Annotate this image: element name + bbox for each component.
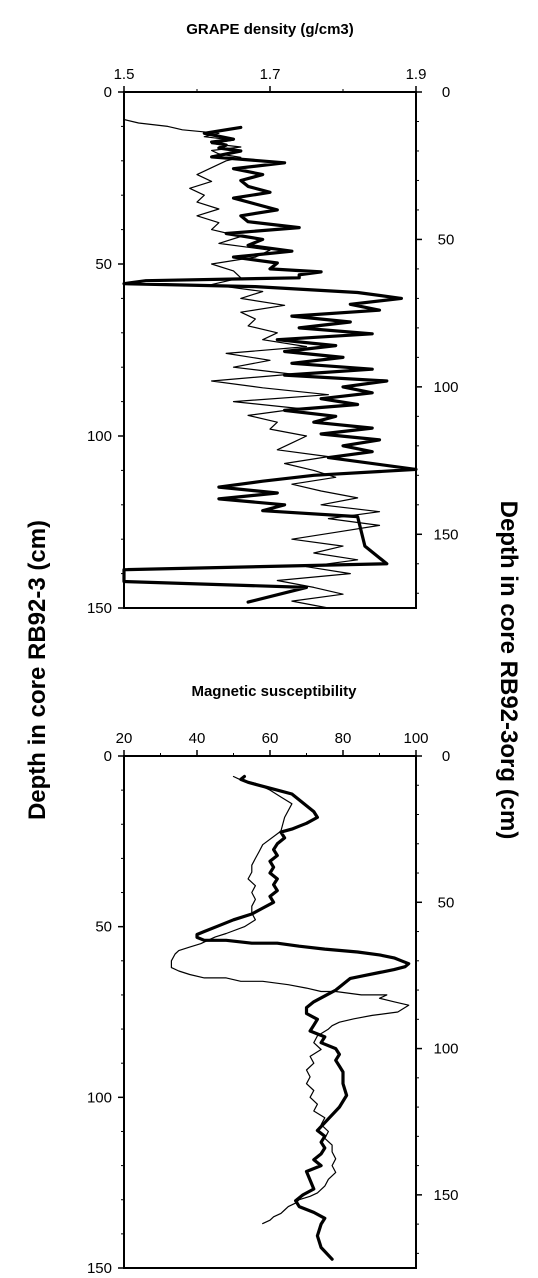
magnetic-susceptibility-left-tick-label: 0 <box>104 748 112 765</box>
magnetic-susceptibility-right-tick-label: 50 <box>438 894 455 911</box>
magnetic-susceptibility-series-thick-line <box>195 774 411 1261</box>
grape-density-right-tick-label: 50 <box>438 231 455 248</box>
grape-density-right-tick-label: 100 <box>433 379 458 396</box>
magnetic-susceptibility-x-tick-label: 20 <box>116 730 133 747</box>
magnetic-susceptibility-x-tick-label: 100 <box>403 730 428 747</box>
magnetic-susceptibility-x-tick-label: 60 <box>262 730 279 747</box>
grape-density-right-depth-ticks: 0 50 100 150 <box>416 84 459 594</box>
magnetic-susceptibility-left-tick-label: 150 <box>87 1260 112 1277</box>
magnetic-susceptibility-series <box>170 774 411 1261</box>
grape-density-x-tick-label: 1.9 <box>406 66 427 83</box>
magnetic-susceptibility-plot-frame <box>123 755 417 1269</box>
magnetic-susceptibility-series-thin-line <box>170 775 410 1225</box>
grape-density-left-tick-label: 100 <box>87 428 112 445</box>
magnetic-susceptibility-right-tick-label: 0 <box>442 748 450 765</box>
grape-density-series-thick-line <box>122 125 418 604</box>
magnetic-susceptibility-right-depth-ticks: 0 50 100 150 <box>416 748 459 1254</box>
right-depth-axis-label: Depth in core RB92-3org (cm) <box>495 500 522 840</box>
magnetic-susceptibility-left-depth-ticks: 0 50 100 150 <box>87 748 124 1277</box>
grape-density-left-tick-label: 150 <box>87 600 112 617</box>
grape-density-series <box>122 118 418 609</box>
magnetic-susceptibility-x-ticks: 20 40 60 80 100 <box>116 730 429 756</box>
grape-density-title: GRAPE density (g/cm3) <box>186 21 354 38</box>
grape-density-x-ticks: 1.5 1.7 1.9 <box>114 66 427 92</box>
left-depth-axis-label: Depth in core RB92-3 (cm) <box>24 519 51 821</box>
magnetic-susceptibility-x-tick-label: 40 <box>189 730 206 747</box>
grape-density-series-thin-line <box>123 118 381 609</box>
magnetic-susceptibility-left-tick-label: 100 <box>87 1089 112 1106</box>
magnetic-susceptibility-right-tick-label: 150 <box>433 1187 458 1204</box>
grape-density-left-tick-label: 0 <box>104 84 112 101</box>
magnetic-susceptibility-right-tick-label: 100 <box>433 1041 458 1058</box>
magnetic-susceptibility-panel: Magnetic susceptibility 20 40 60 80 100 0 50 1… <box>87 683 459 1277</box>
magnetic-susceptibility-title: Magnetic susceptibility <box>191 683 357 700</box>
grape-density-x-tick-label: 1.5 <box>114 66 135 83</box>
grape-density-left-depth-ticks: 0 50 100 150 <box>87 84 124 617</box>
grape-density-right-tick-label: 0 <box>442 84 450 101</box>
magnetic-susceptibility-x-tick-label: 80 <box>335 730 352 747</box>
grape-density-left-tick-label: 50 <box>95 256 112 273</box>
grape-density-right-tick-label: 150 <box>433 526 458 543</box>
magnetic-susceptibility-left-tick-label: 50 <box>95 919 112 936</box>
grape-density-panel: GRAPE density (g/cm3) 1.5 1.7 1.9 0 50 100 15… <box>87 21 459 617</box>
grape-density-x-tick-label: 1.7 <box>260 66 281 83</box>
